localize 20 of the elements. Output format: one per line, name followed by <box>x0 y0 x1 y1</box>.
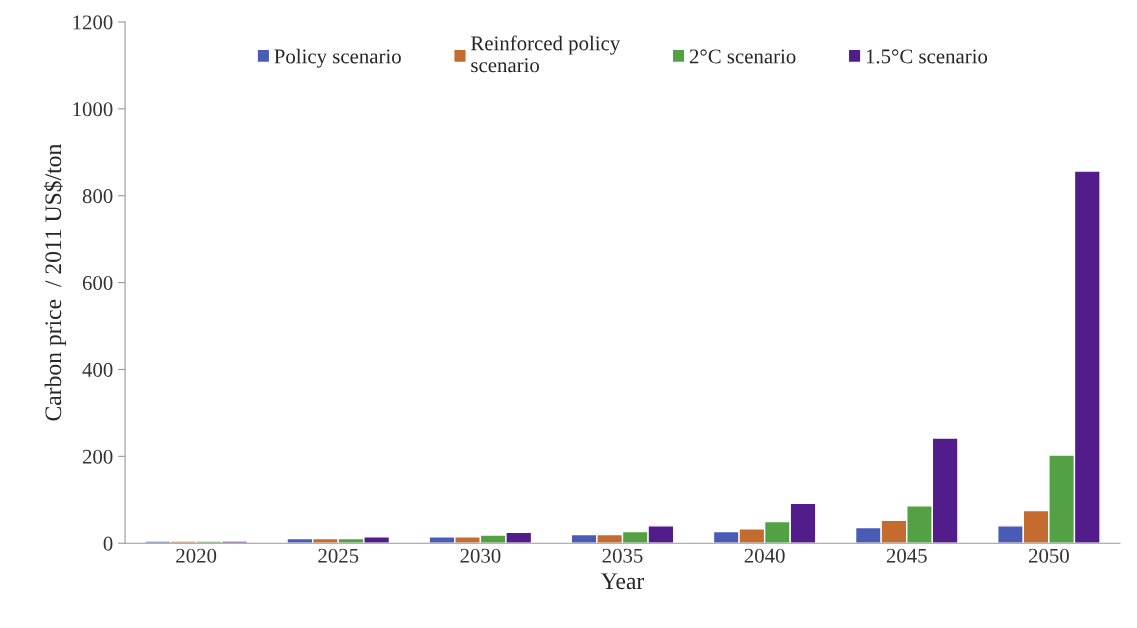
y-tick-label: 400 <box>82 362 113 377</box>
y-tick-label: 1000 <box>73 102 113 117</box>
legend-label: Policy scenario <box>274 48 401 68</box>
y-tick-label: 0 <box>103 536 113 551</box>
legend-label: Reinforced policy scenario <box>471 35 621 73</box>
x-tick-label: 2050 <box>1028 548 1069 563</box>
legend-label: 1.5°C scenario <box>866 49 988 64</box>
y-tick-label: 600 <box>82 275 113 291</box>
y-tick-label: 1200 <box>73 15 113 30</box>
y-tick-label: 800 <box>82 189 113 204</box>
legend-label: 2°C scenario <box>689 49 796 64</box>
x-tick-label: 2020 <box>176 548 217 563</box>
x-tick-label: 2040 <box>744 548 785 563</box>
x-tick-label: 2025 <box>318 548 359 563</box>
x-tick-label: 2045 <box>886 548 927 563</box>
x-axis-title: Year <box>601 573 645 590</box>
x-tick-label: 2035 <box>602 548 643 563</box>
y-tick-label: 200 <box>82 449 113 464</box>
y-axis-title: Carbon price / 2011 US$/ton <box>43 144 67 421</box>
x-tick-label: 2030 <box>460 548 501 563</box>
